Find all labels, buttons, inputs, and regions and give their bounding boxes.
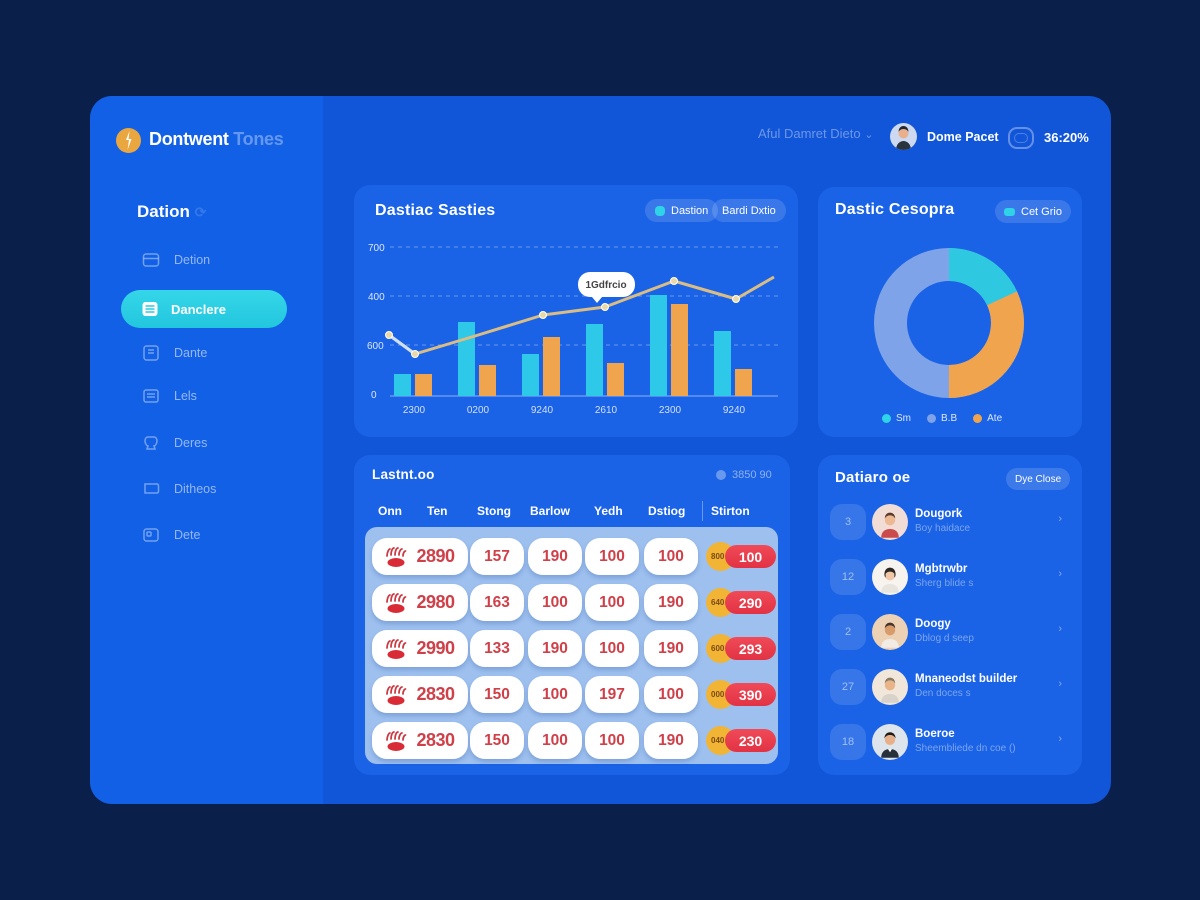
svg-text:700: 700 [368,243,385,254]
svg-text:2300: 2300 [659,405,682,416]
svg-text:2300: 2300 [403,405,426,416]
svg-text:0: 0 [371,390,377,401]
svg-text:0200: 0200 [467,405,490,416]
svg-text:600: 600 [367,341,384,352]
svg-text:2610: 2610 [595,405,618,416]
svg-text:1Gdfrcio: 1Gdfrcio [585,280,626,291]
svg-text:9240: 9240 [531,405,554,416]
svg-text:9240: 9240 [723,405,746,416]
svg-text:400: 400 [368,292,385,303]
